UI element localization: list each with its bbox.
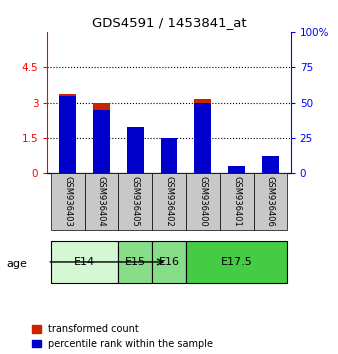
Bar	[118, 241, 152, 283]
Text: E17.5: E17.5	[221, 257, 252, 267]
Bar	[152, 241, 186, 283]
Bar	[186, 173, 220, 230]
Bar	[220, 173, 254, 230]
Bar	[84, 173, 118, 230]
Bar	[228, 172, 245, 173]
Text: GSM936400: GSM936400	[198, 176, 207, 227]
Bar	[161, 143, 177, 173]
Text: GSM936406: GSM936406	[266, 176, 275, 227]
Bar	[186, 241, 287, 283]
Bar	[51, 173, 84, 230]
Bar	[194, 103, 211, 173]
Text: GSM936405: GSM936405	[131, 176, 140, 227]
Bar	[127, 141, 144, 173]
Title: GDS4591 / 1453841_at: GDS4591 / 1453841_at	[92, 16, 246, 29]
Text: GSM936402: GSM936402	[165, 176, 173, 227]
Bar	[194, 99, 211, 173]
Bar	[118, 173, 152, 230]
Text: E15: E15	[125, 257, 146, 267]
Bar	[152, 173, 186, 230]
Bar	[228, 166, 245, 173]
Text: age: age	[7, 259, 28, 269]
Bar	[51, 241, 118, 283]
Text: E14: E14	[74, 257, 95, 267]
Bar	[59, 96, 76, 173]
Bar	[59, 94, 76, 173]
Bar	[262, 171, 279, 173]
Legend: transformed count, percentile rank within the sample: transformed count, percentile rank withi…	[32, 324, 213, 349]
Bar	[93, 103, 110, 173]
Bar	[161, 138, 177, 173]
Text: E16: E16	[159, 257, 179, 267]
Bar	[254, 173, 287, 230]
Text: GSM936403: GSM936403	[63, 176, 72, 227]
Bar	[127, 127, 144, 173]
Text: GSM936404: GSM936404	[97, 176, 106, 227]
Bar	[93, 110, 110, 173]
Text: GSM936401: GSM936401	[232, 176, 241, 227]
Bar	[262, 156, 279, 173]
